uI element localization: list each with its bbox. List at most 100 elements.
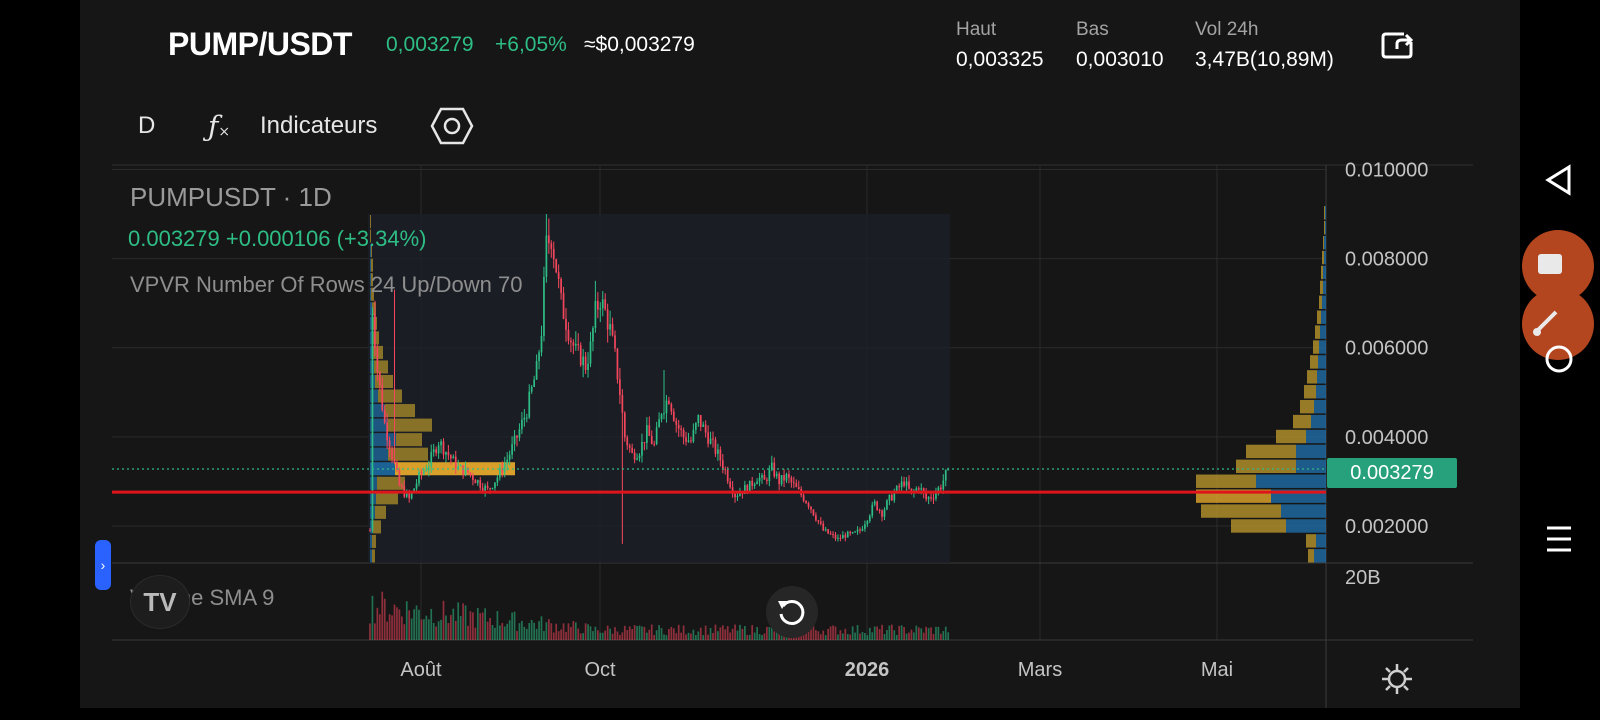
volume-bar <box>435 626 437 640</box>
candle-body <box>849 531 852 534</box>
candle-body <box>371 313 374 531</box>
volume-bar <box>447 623 450 640</box>
candle-body <box>687 440 690 442</box>
vpvr-row-up <box>1316 385 1326 399</box>
vpvr-row-down <box>1300 399 1314 414</box>
stat-low-label: Bas <box>1076 19 1109 40</box>
candle-body <box>496 477 499 483</box>
volume-bar <box>378 614 381 640</box>
reset-chart-icon[interactable] <box>766 586 818 638</box>
triangle-back-icon[interactable] <box>1544 164 1574 196</box>
vpvr-row-down <box>1315 325 1320 339</box>
volume-bar <box>714 624 717 640</box>
candle-body <box>876 501 878 510</box>
candle-body <box>408 492 411 499</box>
volume-bar <box>418 609 420 640</box>
pair-title[interactable]: PUMP/USDT <box>168 26 352 62</box>
candle-body <box>944 469 947 481</box>
volume-bar <box>589 626 592 640</box>
volume-bar <box>856 625 859 640</box>
candle-body <box>717 449 719 454</box>
vpvr-row-up <box>1306 429 1326 444</box>
timeframe-button[interactable]: D <box>138 112 156 139</box>
hexagon-settings-icon[interactable] <box>430 106 474 146</box>
volume-bar <box>599 632 602 640</box>
vpvr-row-up <box>370 302 372 316</box>
volume-bar <box>570 627 572 640</box>
candle-body <box>854 531 856 533</box>
indicators-button[interactable]: Indicateurs <box>260 112 378 139</box>
candle-body <box>888 494 891 501</box>
candle-body <box>797 486 800 490</box>
vpvr-row-up <box>1286 519 1326 533</box>
candle-body <box>481 487 484 491</box>
volume-bar <box>739 624 741 640</box>
vpvr-row-up <box>1314 549 1326 563</box>
volume-bar <box>766 626 768 640</box>
hamburger-menu-icon[interactable] <box>1544 524 1574 554</box>
legend-vpvr[interactable]: VPVR Number Of Rows 24 Up/Down 70 <box>130 272 523 297</box>
volume-bar <box>761 635 763 640</box>
volume-bar <box>729 632 731 640</box>
vpvr-row-up <box>1318 355 1326 369</box>
x-tick-label: 2026 <box>845 659 890 681</box>
fx-icon[interactable]: ƒ× <box>208 110 231 143</box>
candle-body <box>922 488 925 493</box>
volume-bar <box>474 627 477 640</box>
vpvr-row-up <box>370 331 372 345</box>
candle-body <box>550 243 553 249</box>
candle-body <box>552 248 555 260</box>
vpvr-row-down <box>375 505 386 519</box>
candle-body <box>592 327 594 342</box>
volume-bar <box>567 623 570 640</box>
price-chart[interactable]: 0.010000 0.008000 0.006000 0.004000 0.002000… <box>80 0 1520 708</box>
volume-bar <box>543 631 545 640</box>
candle-body <box>837 537 839 539</box>
volume-bar <box>697 631 700 640</box>
vpvr-row-down <box>1201 504 1281 518</box>
y-tick-label: 0.006000 <box>1345 338 1428 360</box>
volume-bar <box>724 629 727 640</box>
vpvr-row-down <box>1323 235 1324 250</box>
volume-bar <box>829 626 832 640</box>
candle-body <box>940 487 942 490</box>
volume-bar <box>577 628 580 640</box>
candle-body <box>785 474 788 481</box>
volume-bar <box>888 625 891 640</box>
candle-body <box>440 441 442 446</box>
candle-body <box>489 488 491 490</box>
vpvr-row-up <box>370 476 377 490</box>
candle-body <box>878 509 881 511</box>
gear-icon[interactable] <box>1380 662 1414 696</box>
volume-bar <box>878 629 881 640</box>
volume-bar <box>398 609 401 640</box>
vpvr-row-down <box>373 520 381 534</box>
vpvr-row-up <box>1311 414 1326 429</box>
vpvr-row-down <box>1276 429 1306 444</box>
candle-body <box>567 329 570 341</box>
vpvr-row-up <box>1321 310 1326 324</box>
candle-body <box>778 473 780 485</box>
share-icon[interactable] <box>1380 28 1414 62</box>
vpvr-row-down <box>1308 549 1314 563</box>
vpvr-row-up <box>370 345 373 359</box>
candle-body <box>807 503 810 507</box>
volume-bar <box>768 627 771 640</box>
volume-bar <box>383 598 386 640</box>
vpvr-row-up <box>1320 325 1326 339</box>
volume-bar <box>868 627 871 640</box>
candle-body <box>467 467 469 473</box>
candle-body <box>396 463 398 471</box>
circle-home-icon[interactable] <box>1544 344 1574 374</box>
expand-handle[interactable]: › <box>95 540 111 590</box>
candle-body <box>413 488 415 493</box>
tradingview-logo-icon[interactable]: TV <box>130 575 190 629</box>
x-axis: Août Oct 2026 Mars Mai <box>400 659 1233 681</box>
volume-bar <box>876 626 878 640</box>
volume-bar <box>430 608 433 640</box>
volume-bar <box>851 626 854 640</box>
candle-body <box>910 488 913 493</box>
candle-body <box>508 454 511 460</box>
volume-bar <box>462 603 464 640</box>
volume-bar <box>751 625 754 640</box>
